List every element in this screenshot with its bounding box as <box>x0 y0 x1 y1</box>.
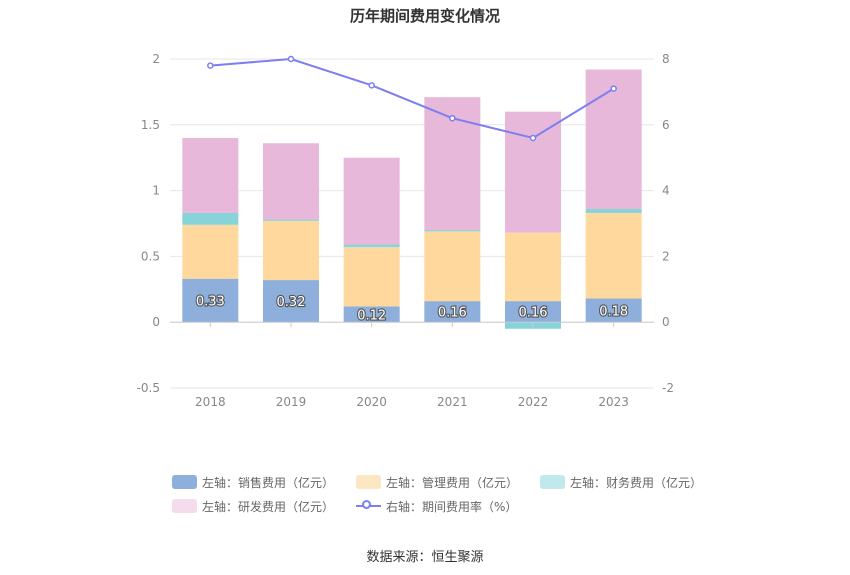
bar-data-label: 0.18 <box>599 304 628 319</box>
bar-segment <box>585 212 642 299</box>
x-tick-label: 2019 <box>276 395 307 409</box>
bar-data-label: 0.16 <box>519 306 548 321</box>
legend-line-icon <box>356 499 382 513</box>
expense-ratio-line <box>210 57 615 140</box>
bar-segment <box>424 230 481 232</box>
bar-segment <box>263 219 319 221</box>
legend-label-finance: 左轴：财务费用（亿元） <box>570 475 703 490</box>
bar-segment <box>263 220 319 281</box>
legend-swatch-admin <box>356 475 382 489</box>
bar-segment <box>182 137 239 213</box>
bar-data-label: 0.16 <box>438 306 467 321</box>
bar-segment <box>343 244 400 248</box>
legend-label-sales: 左轴：销售费用（亿元） <box>202 475 335 490</box>
legend-label-expense-ratio: 右轴：期间费用率（%） <box>386 499 518 514</box>
x-tick-label: 2018 <box>195 395 226 409</box>
y-left-tick-label: 0.5 <box>141 249 160 263</box>
bar-data-label: 0.12 <box>357 308 386 323</box>
chart-plot: 0.33 0.32 0.12 0.16 0.16 0.18 -0.5 0 0.5 1 1.5 2 -2… <box>137 52 674 409</box>
legend-swatch-finance <box>540 475 566 489</box>
chart-legend: 左轴：销售费用（亿元） 左轴：管理费用（亿元） 左轴：财务费用（亿元） 左轴：研… <box>172 470 702 518</box>
y-right-tick-label: 6 <box>662 118 670 132</box>
legend-item-finance[interactable]: 左轴：财务费用（亿元） <box>540 474 702 491</box>
data-source: 数据来源：恒生聚源 <box>366 550 484 565</box>
y-right-tick-label: 2 <box>662 249 670 263</box>
bar-segment <box>505 301 561 323</box>
bar-segment <box>343 247 400 307</box>
expense-ratio-point <box>610 85 617 92</box>
bar-segment <box>424 231 481 302</box>
x-tick-label: 2022 <box>518 395 549 409</box>
legend-swatch-sales <box>172 475 197 489</box>
chart-title: 历年期间费用变化情况 <box>349 7 500 25</box>
y-left-tick-label: -0.5 <box>137 381 160 395</box>
bar-segment <box>585 69 642 210</box>
y-left-tick-label: 1.5 <box>141 118 160 132</box>
expense-ratio-point <box>207 62 214 69</box>
bar-segment <box>182 224 239 279</box>
legend-item-expense-ratio[interactable]: 右轴：期间费用率（%） <box>356 498 517 515</box>
y-left-tick-label: 2 <box>152 52 160 66</box>
legend-item-admin[interactable]: 左轴：管理费用（亿元） <box>356 474 518 491</box>
bar-segment <box>182 212 239 225</box>
bar-segment <box>505 111 561 233</box>
y-right-tick-label: 8 <box>662 52 670 66</box>
bar-segment <box>343 306 400 323</box>
legend-label-rnd: 左轴：研发费用（亿元） <box>202 499 335 514</box>
bar-segment <box>505 232 561 302</box>
legend-item-rnd[interactable]: 左轴：研发费用（亿元） <box>172 498 334 515</box>
bar-segment <box>343 157 400 245</box>
x-tick-label: 2023 <box>598 395 629 409</box>
legend-swatch-rnd <box>172 499 197 513</box>
x-tick-label: 2021 <box>437 395 468 409</box>
bar-data-label: 0.32 <box>277 295 306 310</box>
legend-label-admin: 左轴：管理费用（亿元） <box>386 475 519 490</box>
y-right-tick-label: -2 <box>662 381 674 395</box>
y-right-tick-label: 4 <box>662 184 670 198</box>
y-right-tick-label: 0 <box>662 315 670 329</box>
bar-segment <box>182 278 239 323</box>
y-left-tick-label: 0 <box>152 315 160 329</box>
bar-data-label: 0.33 <box>196 294 225 309</box>
bar-segment <box>585 209 642 213</box>
legend-item-sales[interactable]: 左轴：销售费用（亿元） <box>172 474 334 491</box>
bar-segment <box>263 280 319 323</box>
expense-ratio-point <box>529 134 537 142</box>
bar-segment <box>263 143 319 220</box>
y-left-tick-label: 1 <box>152 184 160 198</box>
expense-ratio-point <box>287 55 295 63</box>
expense-ratio-point <box>368 82 375 89</box>
bar-segment <box>585 298 642 323</box>
bar-segment <box>424 301 481 323</box>
x-tick-label: 2020 <box>356 395 387 409</box>
expense-ratio-point <box>449 114 456 122</box>
